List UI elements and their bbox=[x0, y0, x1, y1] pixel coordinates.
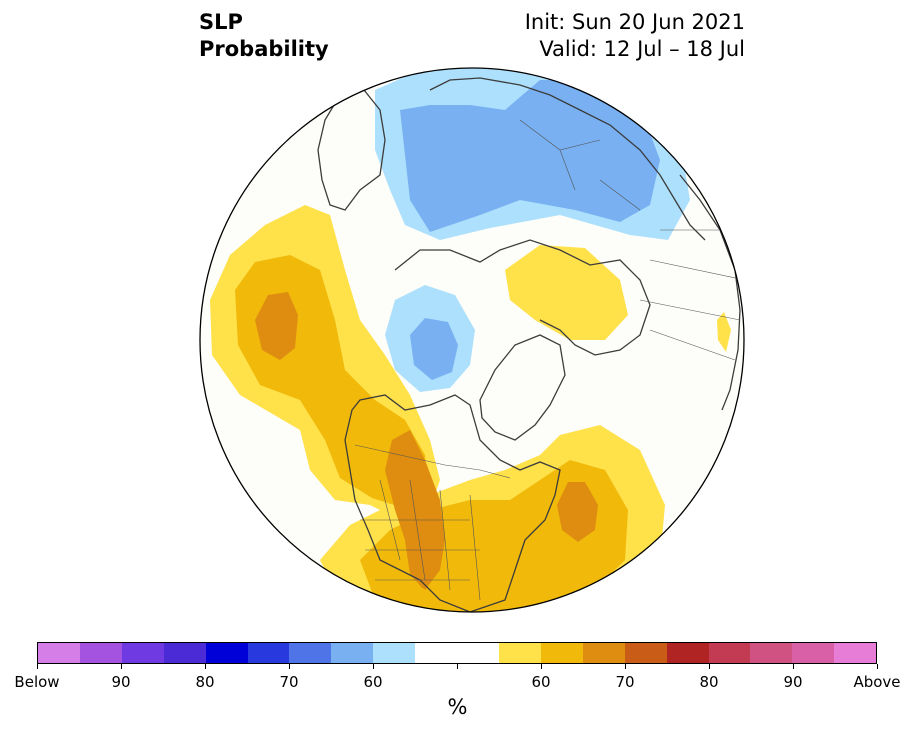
map-boundary bbox=[199, 67, 745, 613]
polar-map bbox=[199, 67, 745, 613]
colorbar-tick-label: 90 bbox=[783, 673, 803, 691]
colorbar-segment bbox=[582, 643, 625, 663]
colorbar-segment bbox=[666, 643, 709, 663]
colorbar-segment bbox=[708, 643, 751, 663]
colorbar-segment bbox=[415, 643, 458, 663]
colorbar-tick-label: 90 bbox=[111, 673, 131, 691]
colorbar-tick bbox=[204, 664, 206, 669]
title-block-right: Init: Sun 20 Jun 2021 Valid: 12 Jul – 18… bbox=[525, 9, 745, 63]
region-beaufort-low-70 bbox=[410, 318, 458, 380]
colorbar bbox=[37, 642, 877, 664]
colorbar-segment bbox=[834, 643, 877, 663]
region-america-high-80b bbox=[557, 482, 598, 542]
colorbar-segment bbox=[540, 643, 583, 663]
region-small-high-60 bbox=[717, 312, 731, 352]
colorbar-tick bbox=[372, 664, 374, 669]
colorbar-segment bbox=[289, 643, 332, 663]
colorbar-tick bbox=[876, 664, 878, 669]
colorbar-segment bbox=[247, 643, 290, 663]
state-lines bbox=[360, 479, 481, 601]
colorbar-segment bbox=[792, 643, 835, 663]
colorbar-tick bbox=[120, 664, 122, 669]
variable-title: SLP bbox=[199, 10, 243, 34]
valid-period: Valid: 12 Jul – 18 Jul bbox=[539, 37, 745, 61]
colorbar-tick bbox=[708, 664, 710, 669]
colorbar-segment bbox=[205, 643, 248, 663]
colorbar-tick-label: 70 bbox=[615, 673, 635, 691]
title-block-left: SLP Probability bbox=[199, 9, 329, 63]
colorbar-segment bbox=[163, 643, 206, 663]
colorbar-segment bbox=[750, 643, 793, 663]
greenland-outline bbox=[479, 334, 566, 441]
country-lines bbox=[519, 119, 744, 361]
colorbar-tick-label: 80 bbox=[699, 673, 719, 691]
colorbar-unit-label: % bbox=[447, 695, 468, 719]
asia-east-outline bbox=[679, 174, 741, 411]
colorbar-segment bbox=[624, 643, 667, 663]
colorbar-tick-label: 60 bbox=[363, 673, 383, 691]
colorbar-segment bbox=[498, 643, 541, 663]
colorbar-tick-label: 80 bbox=[195, 673, 215, 691]
product-title: Probability bbox=[199, 37, 329, 61]
eurasia-outline bbox=[317, 84, 386, 211]
north-america-outline bbox=[344, 394, 561, 612]
colorbar-tick-label: Above bbox=[853, 673, 901, 691]
colorbar-segment bbox=[373, 643, 416, 663]
colorbar-segment bbox=[121, 643, 164, 663]
colorbar-tick-label: Below bbox=[14, 673, 60, 691]
us-canada-border bbox=[354, 444, 511, 479]
colorbar-tick-label: 60 bbox=[531, 673, 551, 691]
colorbar-tick bbox=[456, 664, 458, 669]
colorbar-tick bbox=[288, 664, 290, 669]
colorbar-segment bbox=[79, 643, 122, 663]
colorbar-segment bbox=[457, 643, 499, 663]
colorbar-tick bbox=[540, 664, 542, 669]
colorbar-segment bbox=[38, 643, 80, 663]
region-pacific-high-80 bbox=[255, 292, 298, 360]
coastlines bbox=[317, 77, 741, 612]
colorbar-segment bbox=[331, 643, 374, 663]
siberia-coast bbox=[394, 239, 651, 356]
colorbar-tick bbox=[36, 664, 38, 669]
region-siberia-high-60 bbox=[505, 245, 628, 340]
colorbar-tick-labels: Below 90 80 70 60 60 70 80 90 Above bbox=[14, 673, 900, 693]
colorbar-tick bbox=[792, 664, 794, 669]
colorbar-ticks bbox=[36, 664, 878, 670]
colorbar-tick-label: 70 bbox=[279, 673, 299, 691]
borders bbox=[354, 119, 744, 601]
europe-outline bbox=[429, 77, 706, 241]
colorbar-tick bbox=[624, 664, 626, 669]
init-date: Init: Sun 20 Jun 2021 bbox=[524, 10, 745, 34]
